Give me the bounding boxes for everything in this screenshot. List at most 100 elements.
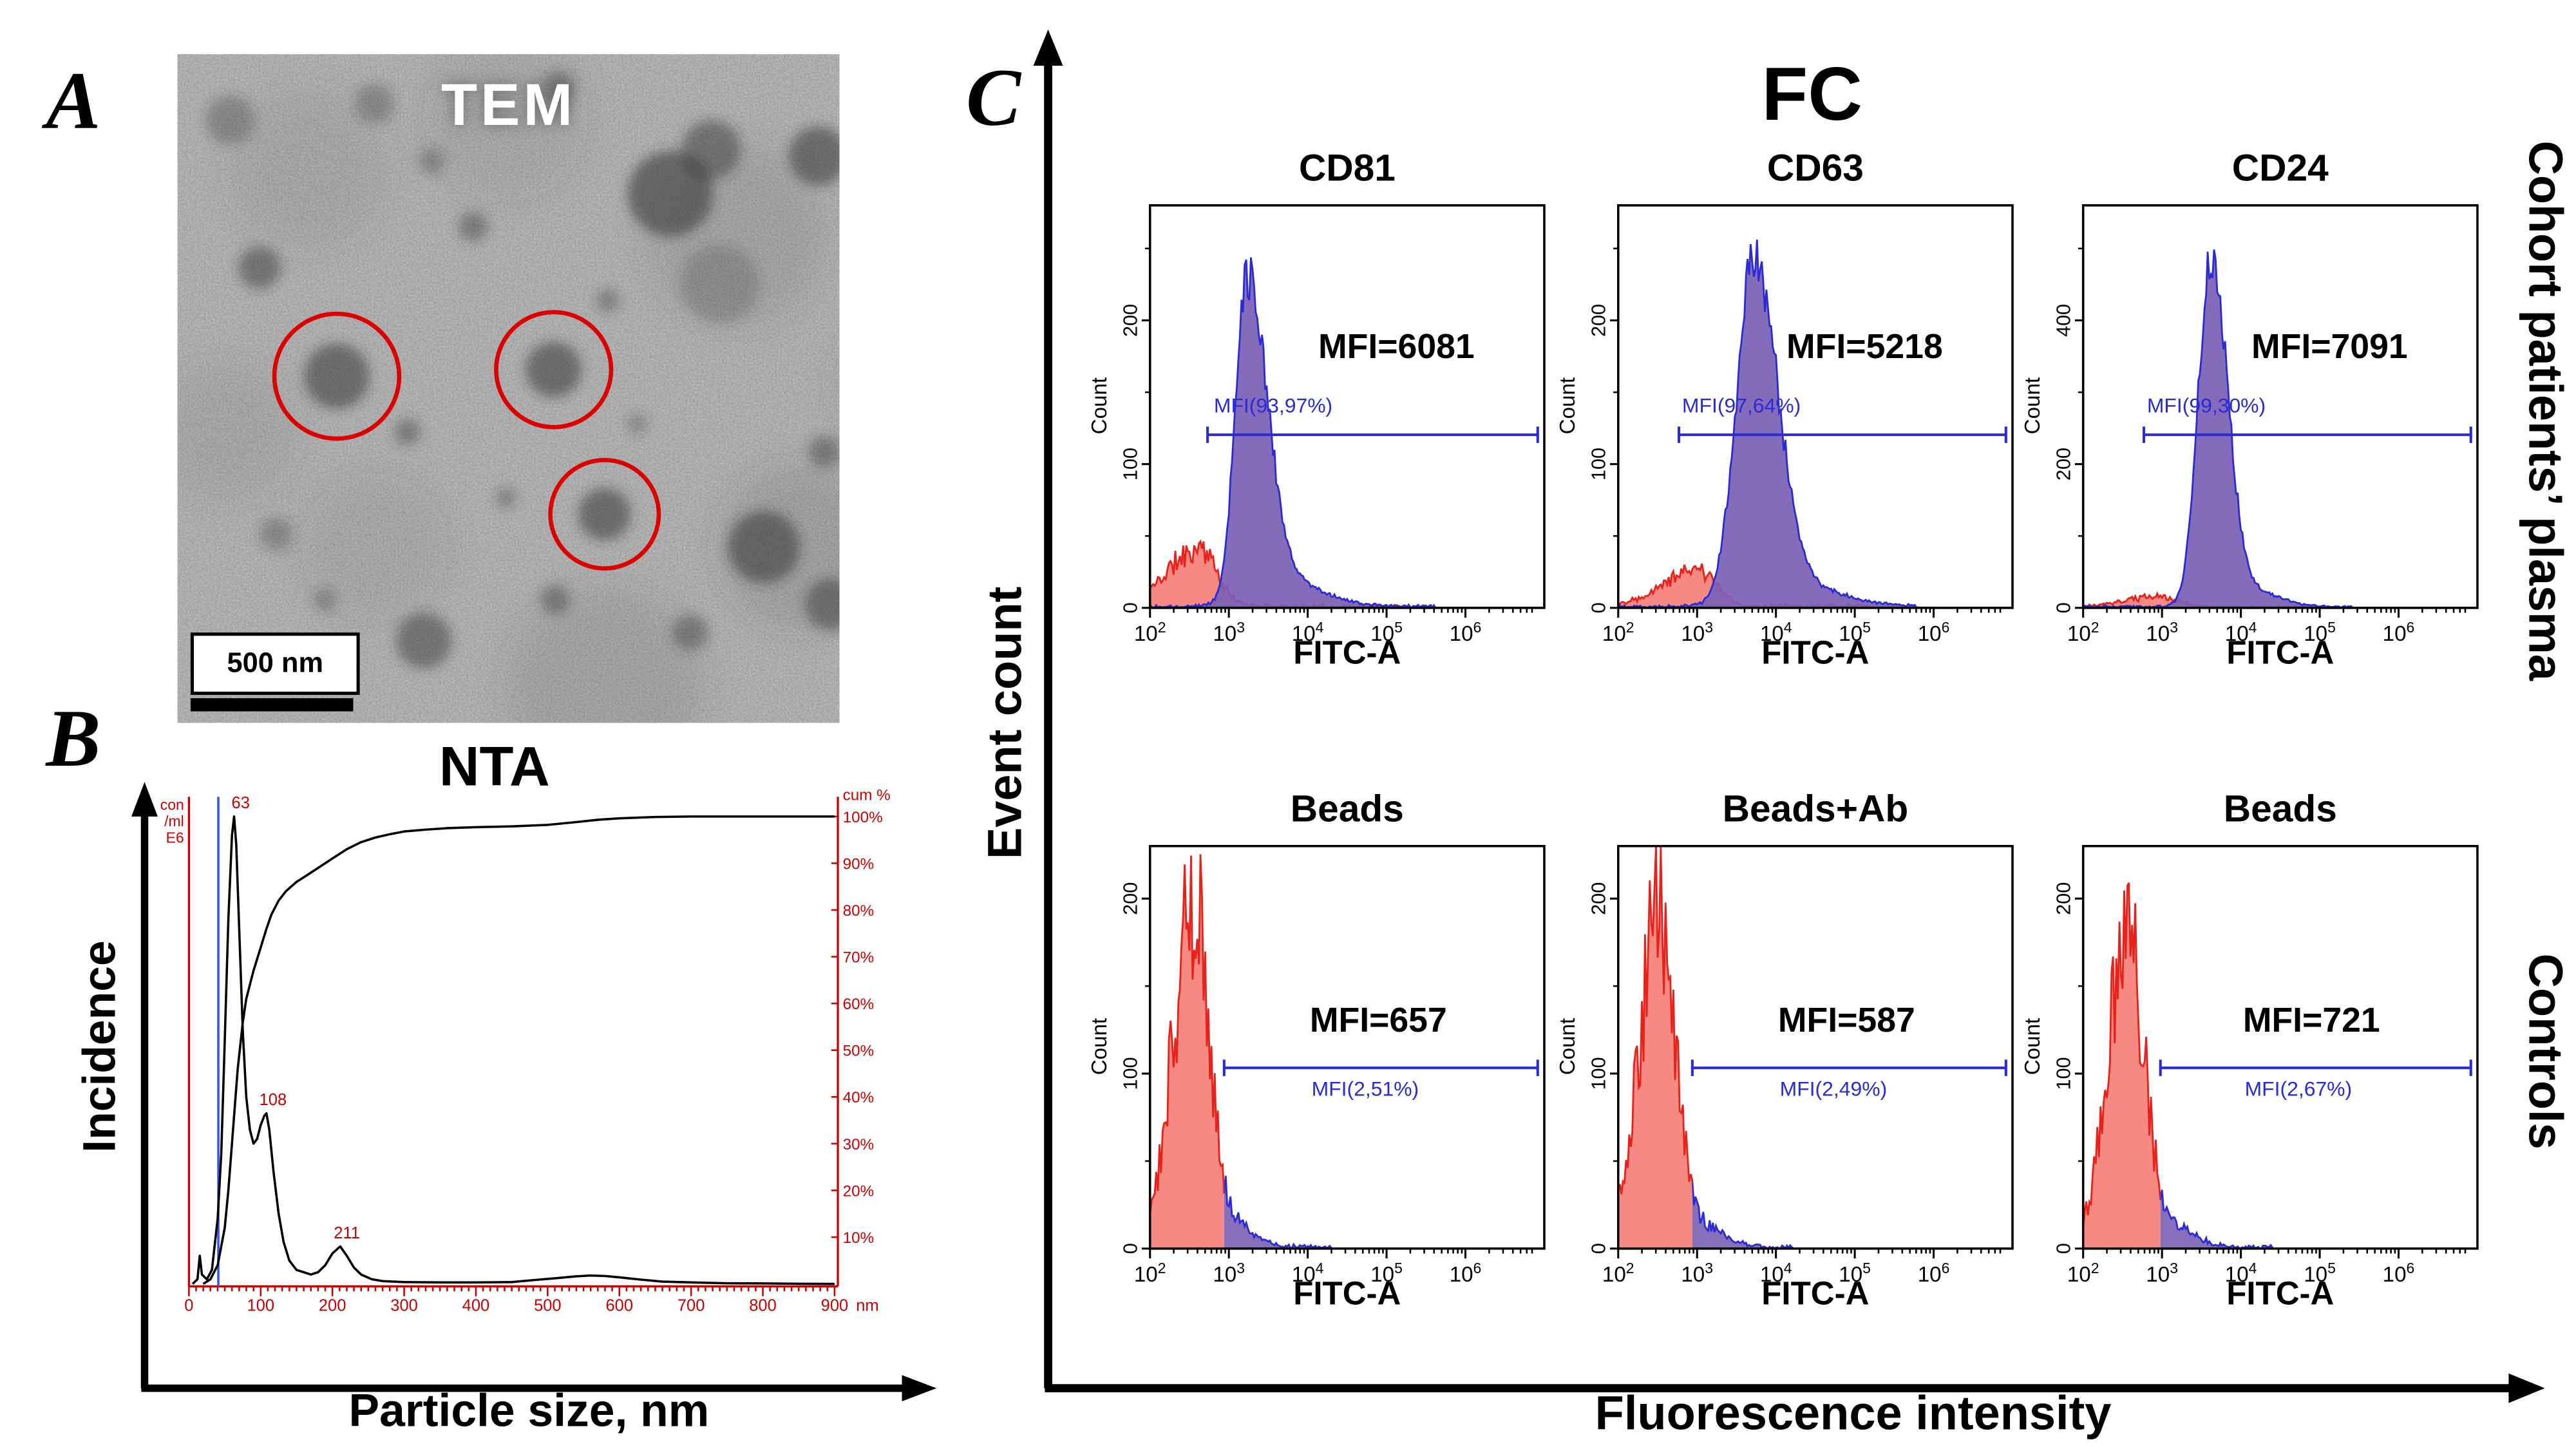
fc-fitc-axis-label: FITC-A bbox=[2226, 1276, 2334, 1313]
fc-fitc-axis-label: FITC-A bbox=[1761, 636, 1870, 672]
svg-text:100: 100 bbox=[1587, 1057, 1609, 1090]
svg-text:E6: E6 bbox=[166, 829, 184, 846]
nta-title: NTA bbox=[439, 735, 550, 799]
svg-text:50%: 50% bbox=[843, 1043, 874, 1060]
nta-y-axis-title: Incidence bbox=[73, 940, 125, 1153]
tem-scale-label-box: 500 nm bbox=[190, 632, 360, 696]
svg-text:106: 106 bbox=[1450, 1260, 1482, 1287]
svg-text:700: 700 bbox=[677, 1297, 705, 1315]
fc-plot-title: Beads bbox=[2223, 786, 2337, 830]
fc-group-label-controls: Controls bbox=[2517, 953, 2571, 1150]
fc-gate-label: MFI(2,49%) bbox=[1779, 1077, 1888, 1101]
nta-x-axis-title: Particle size, nm bbox=[348, 1385, 710, 1436]
svg-text:0: 0 bbox=[184, 1297, 193, 1315]
fc-fitc-axis-label: FITC-A bbox=[2226, 636, 2334, 672]
svg-text:80%: 80% bbox=[843, 902, 874, 920]
svg-text:90%: 90% bbox=[843, 855, 874, 873]
svg-text:103: 103 bbox=[2146, 619, 2178, 646]
svg-text:211: 211 bbox=[334, 1224, 360, 1242]
fc-gate-label: MFI(2,67%) bbox=[2244, 1077, 2353, 1101]
fc-x-axis-title: Fluorescence intensity bbox=[1595, 1388, 2112, 1441]
nta-chart: 0 100 200 300 400 500 600 700 800 900 nm 100% 90% 80%… bbox=[131, 782, 937, 1402]
svg-text:20%: 20% bbox=[843, 1182, 874, 1200]
svg-text:600: 600 bbox=[605, 1297, 633, 1315]
svg-text:100: 100 bbox=[1119, 448, 1141, 480]
panel-b-label: B bbox=[46, 691, 101, 784]
fc-y-axis-title: Event count bbox=[980, 586, 1033, 860]
svg-text:0: 0 bbox=[1119, 602, 1141, 613]
svg-text:105: 105 bbox=[2304, 1260, 2336, 1287]
svg-text:60%: 60% bbox=[843, 996, 874, 1013]
fc-gate-label: MFI(93,97%) bbox=[1213, 394, 1333, 417]
svg-text:0: 0 bbox=[1587, 1243, 1609, 1254]
svg-text:100: 100 bbox=[2052, 1057, 2074, 1090]
fc-gate-label: MFI(99,30%) bbox=[2146, 394, 2266, 417]
fc-plot-cd81: 102 103 104 105 106 0 100 200 CD81 Count MFI=60… bbox=[1076, 140, 1561, 682]
fc-plot-title: Beads bbox=[1290, 786, 1404, 830]
fc-axes-arrows bbox=[1033, 29, 2545, 1403]
svg-text:10%: 10% bbox=[843, 1229, 874, 1247]
tem-image-title: TEM bbox=[440, 70, 576, 138]
fc-count-axis-label: Count bbox=[1555, 377, 1580, 435]
fc-count-axis-label: Count bbox=[2020, 377, 2045, 435]
svg-text:100: 100 bbox=[1119, 1057, 1141, 1090]
svg-text:100%: 100% bbox=[843, 809, 883, 826]
fc-fitc-axis-label: FITC-A bbox=[1293, 636, 1401, 672]
tem-scale-text: 500 nm bbox=[227, 647, 324, 679]
fc-mfi-value: MFI=6081 bbox=[1318, 328, 1475, 366]
fc-title: FC bbox=[1761, 51, 1862, 137]
svg-text:300: 300 bbox=[390, 1297, 418, 1315]
svg-text:200: 200 bbox=[1587, 882, 1609, 915]
fc-plot-beads-2: 102 103 104 105 106 0 100 200 Beads Count MFI=7… bbox=[2009, 781, 2494, 1323]
fc-plot-cd63: 102 103 104 105 106 0 100 200 CD63 Count MFI=52… bbox=[1544, 140, 2029, 682]
fc-plot-title: CD81 bbox=[1298, 146, 1396, 189]
svg-text:/ml: /ml bbox=[164, 813, 184, 829]
fc-fitc-axis-label: FITC-A bbox=[1293, 1276, 1401, 1313]
fc-plot-beads-1: 102 103 104 105 106 0 100 200 Beads Count MFI=6… bbox=[1076, 781, 1561, 1323]
svg-text:0: 0 bbox=[1587, 602, 1609, 613]
fc-plot-title: CD24 bbox=[2231, 146, 2329, 189]
svg-text:108: 108 bbox=[260, 1091, 287, 1109]
svg-text:106: 106 bbox=[2383, 1260, 2415, 1287]
tem-image: TEM 500 nm bbox=[177, 54, 840, 723]
fc-count-axis-label: Count bbox=[2020, 1018, 2045, 1075]
fc-mfi-value: MFI=657 bbox=[1309, 1002, 1447, 1040]
fc-mfi-value: MFI=721 bbox=[2242, 1002, 2380, 1040]
fc-plot-cd24: 102 103 104 105 106 0 200 400 CD24 Count MFI=70… bbox=[2009, 140, 2494, 682]
fc-plot-title: Beads+Ab bbox=[1722, 786, 1909, 830]
svg-text:200: 200 bbox=[1119, 304, 1141, 337]
tem-micrograph bbox=[177, 54, 840, 723]
fc-plot-beads-ab: 102 103 104 105 106 0 100 200 Beads+Ab Count MF… bbox=[1544, 781, 2029, 1323]
fc-mfi-value: MFI=7091 bbox=[2251, 328, 2408, 366]
svg-text:100: 100 bbox=[1587, 448, 1609, 480]
svg-text:70%: 70% bbox=[843, 949, 874, 967]
svg-text:500: 500 bbox=[534, 1297, 562, 1315]
svg-text:200: 200 bbox=[2052, 882, 2074, 915]
svg-text:100: 100 bbox=[247, 1297, 274, 1315]
svg-text:0: 0 bbox=[2052, 1243, 2074, 1254]
fc-mfi-value: MFI=5218 bbox=[1786, 328, 1943, 366]
svg-text:nm: nm bbox=[856, 1297, 878, 1315]
svg-text:200: 200 bbox=[1119, 882, 1141, 915]
fc-count-axis-label: Count bbox=[1555, 1018, 1580, 1075]
svg-text:cum %: cum % bbox=[843, 786, 891, 804]
svg-text:200: 200 bbox=[319, 1297, 346, 1315]
fc-plot-title: CD63 bbox=[1766, 146, 1864, 189]
svg-text:800: 800 bbox=[749, 1297, 777, 1315]
svg-text:400: 400 bbox=[2052, 304, 2074, 337]
fc-count-axis-label: Count bbox=[1086, 377, 1112, 435]
svg-text:200: 200 bbox=[2052, 448, 2074, 480]
panel-c-label: C bbox=[965, 51, 1021, 143]
fc-fitc-axis-label: FITC-A bbox=[1761, 1276, 1870, 1313]
svg-text:400: 400 bbox=[462, 1297, 490, 1315]
svg-text:40%: 40% bbox=[843, 1089, 874, 1106]
fc-gate-label: MFI(97,64%) bbox=[1681, 394, 1801, 417]
panel-a-label: A bbox=[46, 54, 101, 147]
